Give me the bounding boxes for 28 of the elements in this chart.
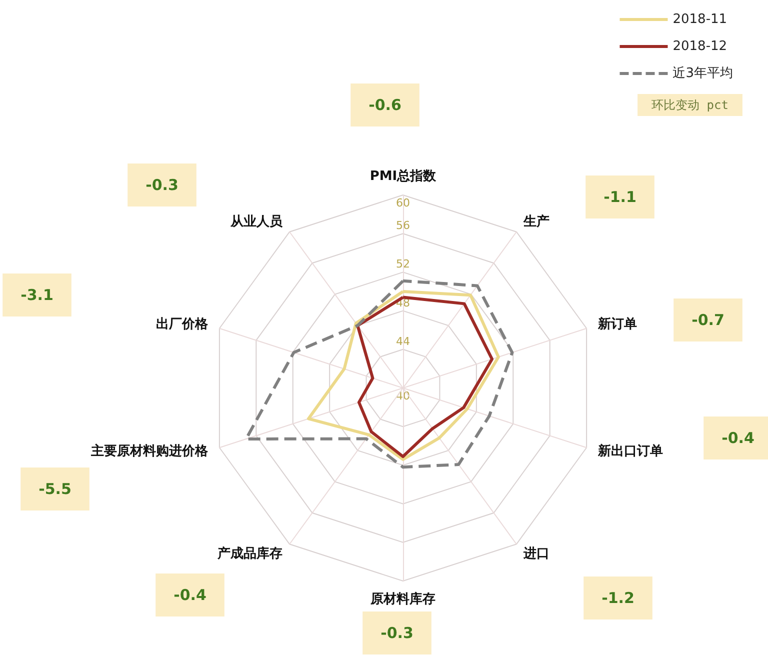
text: -1.2 xyxy=(602,589,634,607)
spoke-label: 产成品库存 xyxy=(216,545,283,562)
spoke-label: 主要原材料购进价格 xyxy=(90,442,210,459)
y-tick-label: 60 xyxy=(396,196,410,210)
spoke-label: 出厂价格 xyxy=(156,317,210,332)
spoke-label: 原材料库存 xyxy=(370,591,436,607)
text: -0.4 xyxy=(722,429,754,447)
spoke-label: 新订单 xyxy=(596,316,637,332)
spoke-label: 生产 xyxy=(522,214,550,230)
text: -1.1 xyxy=(604,188,636,206)
y-tick-label: 44 xyxy=(396,334,410,348)
spoke-label: PMI总指数 xyxy=(370,168,438,184)
y-tick-label: 52 xyxy=(396,258,410,271)
text: -0.3 xyxy=(380,624,414,642)
spoke-label: 进口 xyxy=(522,546,550,562)
text: -0.3 xyxy=(146,176,178,194)
text: -0.7 xyxy=(692,311,724,329)
text: 环比变动 pct xyxy=(652,98,728,112)
text: -3.1 xyxy=(20,286,54,304)
legend-label: 近3年平均 xyxy=(672,66,734,81)
legend-label: 2018-12 xyxy=(672,39,728,54)
y-tick-label: 56 xyxy=(396,219,410,232)
text: -0.4 xyxy=(174,586,206,604)
text: -5.5 xyxy=(38,480,72,498)
text: -0.6 xyxy=(368,96,402,114)
spoke-label: 从业人员 xyxy=(230,214,284,230)
spoke-label: 新出口订单 xyxy=(596,442,663,459)
legend-label: 2018-11 xyxy=(672,12,728,27)
